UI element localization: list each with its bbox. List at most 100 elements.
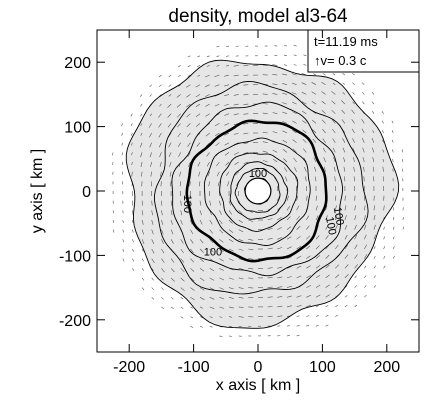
velocity-arrow (187, 65, 191, 68)
velocity-arrow (364, 205, 366, 211)
velocity-arrow (228, 219, 233, 224)
velocity-arrow (286, 246, 292, 250)
velocity-arrow (325, 215, 328, 221)
velocity-arrow (228, 316, 232, 318)
velocity-arrow (354, 264, 358, 269)
velocity-arrow (302, 138, 307, 143)
velocity-arrow (277, 196, 280, 201)
velocity-arrow (209, 248, 214, 253)
velocity-arrow (167, 123, 172, 128)
velocity-arrow (296, 245, 301, 250)
velocity-arrow (161, 258, 165, 263)
velocity-arrow (238, 287, 244, 289)
velocity-arrow (187, 74, 191, 77)
velocity-arrow (158, 84, 162, 88)
velocity-arrow (195, 103, 201, 108)
contour-label: 100 (181, 195, 193, 213)
velocity-arrow (228, 287, 234, 290)
velocity-arrow (272, 83, 278, 85)
velocity-arrow (170, 219, 173, 225)
velocity-arrow (149, 113, 152, 117)
velocity-scale-annotation: ↑v= 0.3 c (314, 53, 367, 68)
velocity-arrow (206, 152, 210, 157)
velocity-arrow (224, 152, 230, 156)
velocity-arrow (304, 166, 307, 172)
velocity-arrow (199, 200, 202, 206)
velocity-arrow (296, 334, 300, 337)
velocity-arrow (283, 167, 288, 172)
velocity-arrow (364, 275, 367, 279)
velocity-arrow (204, 84, 210, 88)
velocity-arrow (177, 123, 181, 128)
velocity-arrow (392, 226, 395, 230)
velocity-arrow (199, 239, 204, 244)
velocity-arrow (296, 315, 300, 317)
velocity-arrow (159, 103, 162, 107)
velocity-arrow (381, 111, 384, 114)
annotation-box: t=11.19 ms ↑v= 0.3 c (307, 29, 420, 73)
velocity-arrow (282, 102, 288, 105)
velocity-arrow (277, 227, 282, 230)
velocity-arrow (325, 264, 330, 269)
velocity-arrow (190, 239, 194, 244)
velocity-arrow (286, 195, 289, 201)
velocity-arrow (179, 181, 181, 187)
contour-line-inner-2 (219, 152, 299, 232)
velocity-arrow (353, 166, 355, 172)
velocity-arrow (217, 181, 220, 187)
velocity-arrow (293, 45, 297, 47)
velocity-arrow (148, 123, 152, 128)
velocity-arrow (371, 91, 375, 95)
velocity-arrow (186, 103, 191, 108)
velocity-arrow (168, 142, 172, 148)
velocity-arrow (167, 103, 172, 108)
velocity-arrow (150, 161, 152, 167)
velocity-arrow (351, 109, 355, 114)
velocity-arrow (332, 82, 336, 85)
velocity-arrow (354, 294, 358, 298)
velocity-arrow (291, 92, 297, 95)
velocity-arrow (190, 316, 194, 319)
contour-label: 100 (331, 206, 346, 226)
velocity-arrow (209, 287, 215, 291)
velocity-arrow (161, 248, 165, 254)
velocity-arrow (170, 277, 175, 282)
velocity-arrow (277, 315, 283, 317)
velocity-arrow (215, 142, 220, 147)
velocity-arrow (296, 265, 302, 269)
velocity-arrow (364, 294, 367, 298)
velocity-arrow (312, 138, 317, 143)
velocity-arrow (170, 258, 175, 263)
velocity-arrow (364, 254, 368, 259)
velocity-arrow (277, 237, 283, 240)
velocity-arrow (228, 306, 234, 309)
velocity-arrow (219, 258, 224, 262)
velocity-arrow (228, 210, 233, 215)
velocity-arrow (161, 277, 164, 281)
contour-line-second (154, 80, 369, 295)
velocity-arrow (228, 335, 233, 337)
velocity-arrow (292, 111, 297, 114)
velocity-arrow (179, 171, 181, 177)
velocity-arrow (161, 306, 164, 310)
velocity-arrow (121, 142, 124, 146)
velocity-arrow (302, 129, 307, 134)
velocity-arrow (224, 113, 230, 116)
velocity-arrow (132, 268, 135, 271)
velocity-arrow (296, 275, 302, 279)
velocity-arrow (216, 45, 220, 48)
velocity-arrow (373, 205, 375, 211)
velocity-arrow (121, 161, 124, 166)
velocity-arrow (296, 235, 301, 240)
velocity-arrow (267, 267, 273, 269)
velocity-arrow (224, 103, 230, 106)
velocity-arrow (122, 229, 124, 233)
velocity-arrow (361, 128, 365, 134)
velocity-arrow (361, 137, 365, 143)
x-axis-label: x axis [ km ] (216, 377, 300, 394)
velocity-arrow (335, 195, 337, 201)
velocity-arrow (177, 142, 181, 148)
velocity-arrow (238, 316, 244, 318)
velocity-arrow (131, 152, 133, 156)
